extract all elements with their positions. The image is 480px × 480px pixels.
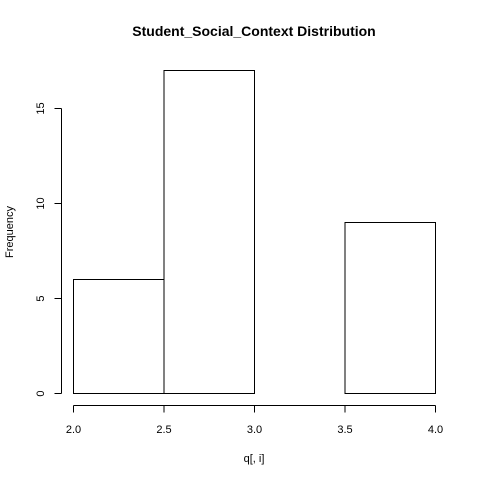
x-tick-label-1: 2.0 xyxy=(66,424,81,436)
x-tick-label-5: 4.0 xyxy=(428,424,443,436)
y-axis-label: Frequency xyxy=(4,206,16,258)
x-axis: 2.0 2.5 3.0 3.5 4.0 xyxy=(66,405,443,436)
y-tick-label-2: 5 xyxy=(35,295,47,301)
y-tick-label-4: 15 xyxy=(35,102,47,114)
x-axis-label: q[, i] xyxy=(244,453,265,465)
x-tick-label-3: 3.0 xyxy=(247,424,262,436)
y-tick-label-3: 10 xyxy=(35,197,47,209)
x-tick-label-2: 2.5 xyxy=(156,424,171,436)
x-tick-label-4: 3.5 xyxy=(337,424,352,436)
bars-group xyxy=(73,70,436,394)
chart-title: Student_Social_Context Distribution xyxy=(132,23,375,39)
histogram-bar-2 xyxy=(163,70,255,394)
histogram-bar-1 xyxy=(73,279,165,394)
y-axis: 0 5 10 15 xyxy=(35,102,62,397)
histogram-bar-4 xyxy=(344,222,436,394)
y-tick-label-1: 0 xyxy=(35,390,47,396)
